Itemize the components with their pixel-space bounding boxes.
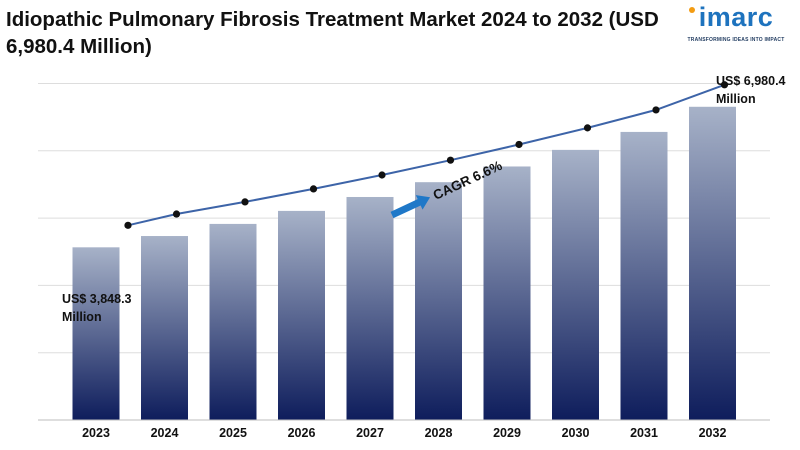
trend-marker-2024	[172, 210, 181, 218]
trend-line-path	[127, 83, 725, 227]
x-tick-label: 2026	[288, 426, 316, 440]
start-value-unit: Million	[62, 310, 102, 324]
x-tick-label: 2023	[82, 426, 110, 440]
logo-tagline: TRANSFORMING IDEAS INTO IMPACT	[687, 37, 785, 43]
trend-marker-2032	[720, 81, 729, 89]
trend-marker-2028	[446, 156, 455, 164]
bars	[72, 106, 736, 421]
bar-2023	[72, 247, 120, 420]
bar-2025	[209, 223, 257, 420]
trend-marker-2030	[583, 124, 592, 132]
imarc-logo: imarc TRANSFORMING IDEAS INTO IMPACT	[680, 2, 792, 46]
bar-2024	[141, 236, 188, 420]
trend-marker-2029	[515, 140, 523, 149]
x-tick-label: 2027	[356, 426, 384, 440]
x-tick-label: 2029	[493, 426, 521, 440]
bar-2031	[620, 131, 668, 420]
end-value-label: US$ 6,980.4	[716, 74, 786, 88]
x-tick-label: 2025	[219, 426, 247, 440]
x-tick-label: 2031	[630, 426, 658, 440]
cagr-arrow-icon	[390, 195, 431, 219]
bar-2028	[415, 182, 462, 420]
trend-line	[124, 81, 729, 229]
x-tick-label: 2032	[699, 426, 727, 440]
logo-accent-dot	[689, 7, 695, 13]
end-value-unit: Million	[716, 92, 756, 106]
bar-2029	[483, 166, 531, 420]
x-tick-label: 2028	[425, 426, 453, 440]
trend-marker-2026	[309, 185, 318, 193]
trend-marker-2031	[652, 106, 660, 114]
start-value-label: US$ 3,848.3	[62, 292, 132, 306]
trend-marker-2027	[378, 171, 386, 179]
x-tick-label: 2024	[151, 426, 179, 440]
bar-2032	[689, 106, 736, 421]
bar-2027	[346, 196, 394, 420]
x-axis: 2023 2024 2025 2026 2027 2028 2029 2030 2031 2032	[38, 419, 770, 440]
bar-2026	[278, 210, 325, 420]
chart-title: Idiopathic Pulmonary Fibrosis Treatment …	[6, 8, 659, 58]
trend-marker-2023	[124, 221, 132, 229]
bar-2030	[552, 149, 599, 420]
trend-marker-2025	[241, 198, 249, 206]
logo-wordmark: imarc	[698, 2, 774, 32]
x-tick-label: 2030	[562, 426, 590, 440]
